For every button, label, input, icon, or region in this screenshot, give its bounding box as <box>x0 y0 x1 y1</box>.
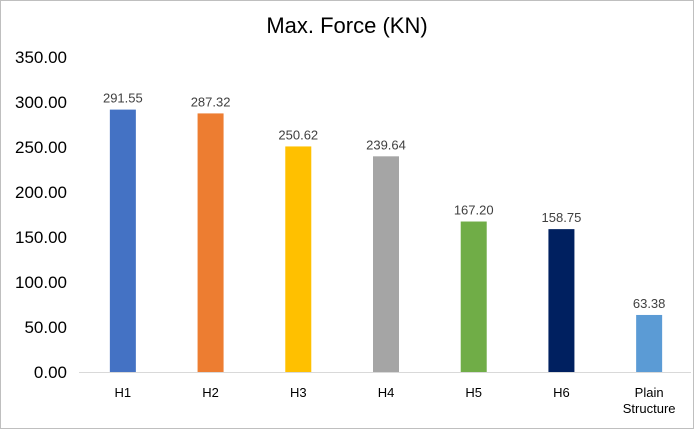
x-tick-label: H4 <box>378 385 395 400</box>
bar <box>460 221 487 372</box>
y-tick-label: 0.00 <box>34 363 67 382</box>
y-tick-label: 50.00 <box>24 318 67 337</box>
y-tick-label: 300.00 <box>15 93 67 112</box>
data-label: 287.32 <box>191 94 231 109</box>
data-label: 63.38 <box>633 296 666 311</box>
bar <box>109 109 136 372</box>
x-tick-label: H1 <box>115 385 132 400</box>
bar <box>197 113 224 373</box>
data-label: 167.20 <box>454 203 494 218</box>
bars <box>109 109 663 373</box>
y-tick-label: 150.00 <box>15 228 67 247</box>
data-label: 250.62 <box>278 127 318 142</box>
y-axis-ticks: 0.00 50.00 100.00 150.00 200.00 250.00 300.00 3… <box>15 48 67 382</box>
x-axis-labels: H1 H2 H3 H4 H5 H6 Plain Structure <box>115 385 676 416</box>
x-tick-label: H3 <box>290 385 307 400</box>
bar <box>548 229 575 372</box>
bar <box>636 314 663 372</box>
data-label: 291.55 <box>103 91 143 106</box>
y-tick-label: 250.00 <box>15 138 67 157</box>
bar <box>373 156 399 372</box>
y-tick-label: 350.00 <box>15 48 67 67</box>
x-tick-label: Plain Structure <box>623 385 676 416</box>
data-labels: 291.55 287.32 250.62 239.64 167.20 158.75 63.3… <box>103 91 665 311</box>
chart-title: Max. Force (KN) <box>266 13 427 38</box>
y-tick-label: 100.00 <box>15 273 67 292</box>
data-label: 158.75 <box>542 210 582 225</box>
y-tick-label: 200.00 <box>15 183 67 202</box>
x-tick-label: H5 <box>465 385 482 400</box>
data-label: 239.64 <box>366 137 406 152</box>
x-tick-label: H6 <box>553 385 570 400</box>
x-tick-label: H2 <box>202 385 219 400</box>
bar <box>285 146 312 372</box>
